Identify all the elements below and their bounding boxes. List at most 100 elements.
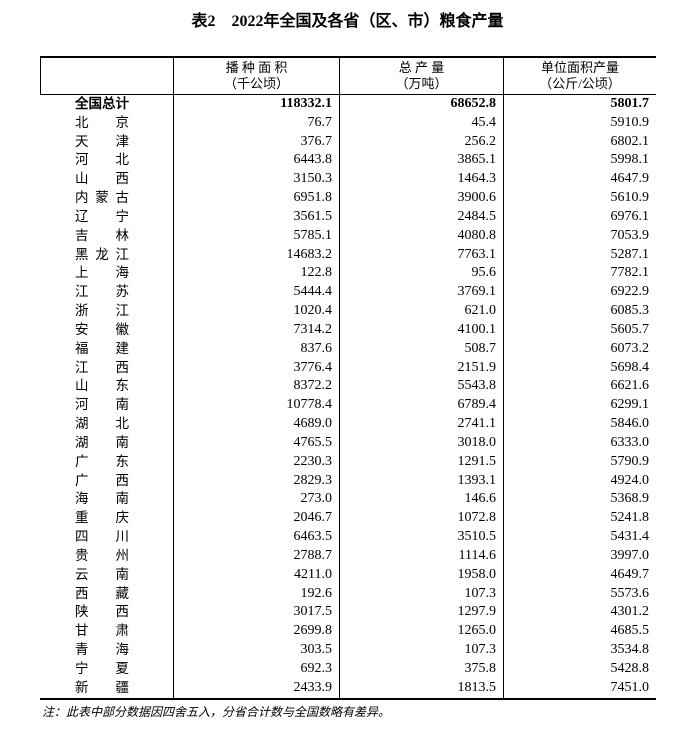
value-yield: 4301.2 bbox=[503, 603, 656, 623]
province-name-cell: 全国总计 bbox=[40, 95, 173, 114]
column-header-yield-title: 单位面积产量 bbox=[540, 60, 619, 75]
province-name-cell: 天津 bbox=[40, 133, 173, 152]
value-total-output: 375.8 bbox=[339, 659, 503, 679]
value-total-output: 68652.8 bbox=[339, 95, 503, 114]
value-total-output: 3865.1 bbox=[339, 151, 503, 171]
province-name: 河南 bbox=[75, 397, 129, 413]
province-name-cell: 北京 bbox=[40, 114, 173, 133]
value-total-output: 2741.1 bbox=[339, 415, 503, 434]
province-name-cell: 甘肃 bbox=[40, 622, 173, 641]
value-total-output: 95.6 bbox=[339, 264, 503, 284]
table-row: 河北 6443.8 3865.1 5998.1 bbox=[40, 151, 656, 171]
table-row: 青海 303.5 107.3 3534.8 bbox=[40, 641, 656, 660]
province-name: 辽宁 bbox=[75, 208, 129, 224]
value-yield: 6922.9 bbox=[503, 283, 656, 303]
province-name: 陕西 bbox=[75, 604, 129, 620]
value-yield: 5610.9 bbox=[503, 189, 656, 208]
table-row: 江苏 5444.4 3769.1 6922.9 bbox=[40, 283, 656, 303]
province-name-cell: 辽宁 bbox=[40, 208, 173, 227]
value-total-output: 1114.6 bbox=[339, 546, 503, 566]
table-row: 黑龙江 14683.2 7763.1 5287.1 bbox=[40, 245, 656, 265]
province-name-cell: 海南 bbox=[40, 490, 173, 509]
province-name-cell: 安徽 bbox=[40, 321, 173, 340]
value-yield: 5910.9 bbox=[503, 113, 656, 133]
value-sown-area: 10778.4 bbox=[173, 396, 339, 416]
value-total-output: 1464.3 bbox=[339, 170, 503, 190]
value-yield: 5368.9 bbox=[503, 490, 656, 510]
value-yield: 3534.8 bbox=[503, 641, 656, 660]
value-sown-area: 2433.9 bbox=[173, 678, 339, 698]
province-name: 甘肃 bbox=[75, 623, 129, 639]
value-sown-area: 4765.5 bbox=[173, 433, 339, 453]
province-name: 宁夏 bbox=[75, 660, 129, 676]
province-name: 江西 bbox=[75, 359, 129, 375]
value-total-output: 621.0 bbox=[339, 302, 503, 321]
table-row: 甘肃 2699.8 1265.0 4685.5 bbox=[40, 622, 656, 642]
value-total-output: 6789.4 bbox=[339, 396, 503, 416]
value-sown-area: 8372.2 bbox=[173, 377, 339, 397]
value-total-output: 4100.1 bbox=[339, 320, 503, 340]
value-total-output: 3769.1 bbox=[339, 283, 503, 303]
value-yield: 4647.9 bbox=[503, 170, 656, 190]
value-sown-area: 2699.8 bbox=[173, 622, 339, 642]
value-sown-area: 14683.2 bbox=[173, 245, 339, 265]
value-yield: 7053.9 bbox=[503, 226, 656, 246]
grain-production-table: 播 种 面 积 （千公顷） 总 产 量 （万吨） 单位面积产量 （公斤/公顷） … bbox=[40, 56, 656, 700]
value-sown-area: 122.8 bbox=[173, 264, 339, 284]
province-name: 贵州 bbox=[75, 547, 129, 563]
province-name: 全国总计 bbox=[75, 96, 129, 111]
value-yield: 7782.1 bbox=[503, 264, 656, 284]
province-name: 湖北 bbox=[75, 416, 129, 432]
value-total-output: 1297.9 bbox=[339, 603, 503, 623]
province-name: 安徽 bbox=[75, 321, 129, 337]
province-name-cell: 黑龙江 bbox=[40, 246, 173, 265]
value-sown-area: 5785.1 bbox=[173, 226, 339, 246]
table-row: 内蒙古 6951.8 3900.6 5610.9 bbox=[40, 189, 656, 208]
table-row: 浙江 1020.4 621.0 6085.3 bbox=[40, 302, 656, 321]
table-row: 安徽 7314.2 4100.1 5605.7 bbox=[40, 320, 656, 340]
value-yield: 6299.1 bbox=[503, 396, 656, 416]
value-total-output: 2484.5 bbox=[339, 207, 503, 227]
province-name-cell: 广西 bbox=[40, 472, 173, 491]
province-name: 西藏 bbox=[75, 585, 129, 601]
table-header-row: 播 种 面 积 （千公顷） 总 产 量 （万吨） 单位面积产量 （公斤/公顷） bbox=[40, 58, 656, 95]
value-yield: 6073.2 bbox=[503, 339, 656, 359]
province-name-cell: 福建 bbox=[40, 340, 173, 359]
table-row: 四川 6463.5 3510.5 5431.4 bbox=[40, 528, 656, 547]
table-row: 河南 10778.4 6789.4 6299.1 bbox=[40, 396, 656, 416]
table-row: 西藏 192.6 107.3 5573.6 bbox=[40, 584, 656, 604]
province-name: 广东 bbox=[75, 453, 129, 469]
value-total-output: 45.4 bbox=[339, 113, 503, 133]
table-row: 陕西 3017.5 1297.9 4301.2 bbox=[40, 603, 656, 623]
province-name-cell: 重庆 bbox=[40, 509, 173, 528]
province-name-cell: 内蒙古 bbox=[40, 189, 173, 208]
province-name-cell: 上海 bbox=[40, 264, 173, 283]
table-title: 表2 2022年全国及各省（区、市）粮食产量 bbox=[191, 13, 504, 30]
province-name-cell: 湖北 bbox=[40, 415, 173, 434]
value-sown-area: 376.7 bbox=[173, 132, 339, 152]
value-sown-area: 692.3 bbox=[173, 659, 339, 679]
value-yield: 5998.1 bbox=[503, 151, 656, 171]
column-header-sown-area: 播 种 面 积 （千公顷） bbox=[173, 58, 339, 94]
column-header-yield: 单位面积产量 （公斤/公顷） bbox=[503, 58, 656, 94]
table-row: 北京 76.7 45.4 5910.9 bbox=[40, 113, 656, 133]
table-row: 湖北 4689.0 2741.1 5846.0 bbox=[40, 415, 656, 434]
value-total-output: 5543.8 bbox=[339, 377, 503, 397]
value-sown-area: 3561.5 bbox=[173, 207, 339, 227]
province-name: 吉林 bbox=[75, 227, 129, 243]
table-row: 山东 8372.2 5543.8 6621.6 bbox=[40, 377, 656, 397]
value-yield: 5287.1 bbox=[503, 245, 656, 265]
value-total-output: 146.6 bbox=[339, 490, 503, 510]
table-row: 吉林 5785.1 4080.8 7053.9 bbox=[40, 226, 656, 246]
value-total-output: 1265.0 bbox=[339, 622, 503, 642]
province-name: 黑龙江 bbox=[75, 246, 129, 262]
province-name: 北京 bbox=[75, 114, 129, 130]
value-sown-area: 192.6 bbox=[173, 584, 339, 604]
table-row: 贵州 2788.7 1114.6 3997.0 bbox=[40, 546, 656, 566]
value-sown-area: 3776.4 bbox=[173, 358, 339, 378]
value-sown-area: 2230.3 bbox=[173, 452, 339, 472]
province-name-cell: 四川 bbox=[40, 528, 173, 547]
value-yield: 6333.0 bbox=[503, 433, 656, 453]
value-yield: 6621.6 bbox=[503, 377, 656, 397]
